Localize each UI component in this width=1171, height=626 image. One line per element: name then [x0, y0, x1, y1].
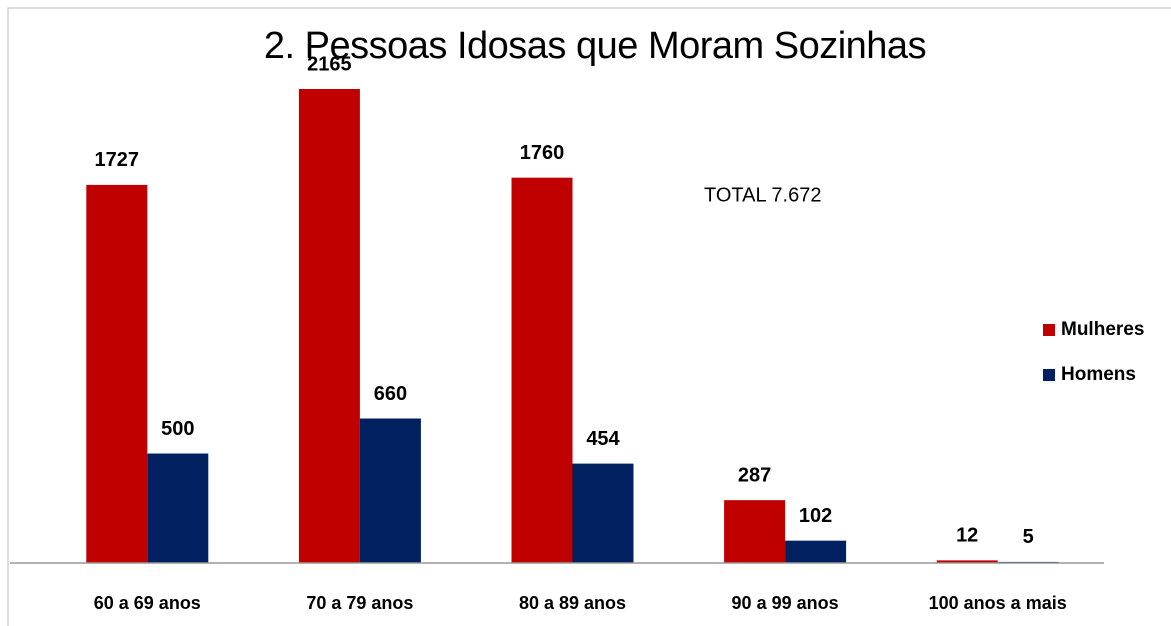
data-label: 454 [586, 428, 620, 450]
legend-swatch [1043, 324, 1055, 336]
x-tick-label: 90 a 99 anos [732, 593, 839, 613]
x-tick-label: 60 a 69 anos [94, 593, 201, 613]
data-label: 1727 [95, 149, 140, 171]
legend-label: Homens [1061, 364, 1136, 385]
data-label: 500 [161, 418, 194, 440]
x-tick-label: 70 a 79 anos [306, 593, 413, 613]
legend-label: Mulheres [1061, 319, 1144, 340]
bar [511, 177, 573, 563]
data-label: 660 [374, 383, 407, 405]
data-label: 2165 [307, 53, 352, 75]
data-label: 102 [799, 505, 832, 527]
bar [147, 453, 209, 563]
data-label: 5 [1023, 526, 1034, 548]
bar [86, 184, 148, 563]
chart-title: 2. Pessoas Idosas que Moram Sozinhas [264, 25, 926, 67]
data-label: 287 [738, 464, 771, 486]
data-label: 12 [956, 525, 978, 547]
bar [936, 560, 998, 563]
bar [359, 418, 421, 563]
annotation: TOTAL 7.672 [704, 184, 821, 206]
plot-area: 1727 2165 1760 287 12 500 660 454 102 5 60 a 69 an… [10, 53, 1104, 613]
x-tick-label: 100 anos a mais [929, 593, 1067, 613]
legend-swatch [1043, 369, 1055, 381]
bar [724, 500, 786, 563]
bar [572, 463, 634, 563]
data-label: 1760 [520, 142, 565, 164]
bar [785, 540, 847, 563]
bar [298, 89, 360, 563]
x-tick-label: 80 a 89 anos [519, 593, 626, 613]
